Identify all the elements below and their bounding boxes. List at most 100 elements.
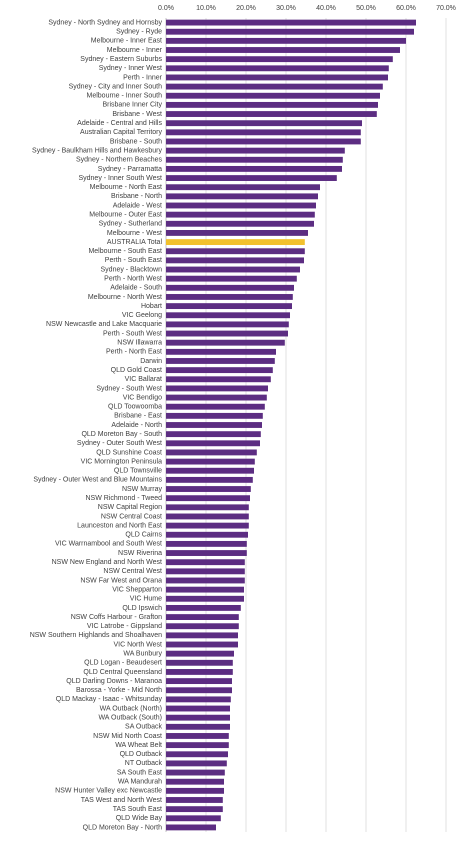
y-tick-label: Perth - South West <box>103 330 162 337</box>
y-tick-label: NSW Central Coast <box>101 513 162 520</box>
bar <box>166 412 263 419</box>
bar <box>166 815 221 822</box>
bar <box>166 220 314 227</box>
bar <box>166 257 304 264</box>
bar <box>166 751 228 758</box>
bar <box>166 806 223 813</box>
bar <box>166 175 337 181</box>
bar <box>166 202 316 209</box>
bar <box>166 403 265 410</box>
bar <box>166 165 342 172</box>
bar <box>166 385 268 392</box>
y-tick-label: VIC Geelong <box>122 312 162 319</box>
bar <box>166 303 292 310</box>
bar <box>166 650 234 657</box>
y-tick-label: Brisbane - North <box>111 193 162 200</box>
bar <box>166 723 230 730</box>
y-tick-label: TAS West and North West <box>81 797 162 804</box>
bar <box>166 431 261 438</box>
bar <box>166 312 290 319</box>
bar <box>166 193 318 200</box>
bar <box>166 458 255 465</box>
y-tick-label: Melbourne - Inner South <box>87 93 163 100</box>
y-tick-label: WA Bunbury <box>123 650 162 657</box>
bar <box>166 65 389 72</box>
y-tick-label: VIC North West <box>114 641 163 648</box>
y-tick-label: QLD Outback <box>120 751 163 758</box>
y-tick-label: Sydney - North Sydney and Hornsby <box>48 19 162 26</box>
bar <box>166 230 308 236</box>
y-tick-label: NSW Hunter Valley exc Newcastle <box>55 788 162 795</box>
y-tick-label: QLD Toowoomba <box>108 404 162 411</box>
bar <box>166 705 230 712</box>
bar <box>166 28 414 35</box>
bar <box>166 797 223 803</box>
y-tick-label: Melbourne - North West <box>88 294 162 301</box>
y-tick-label: SA Outback <box>125 724 162 731</box>
bar <box>166 778 224 785</box>
y-tick-label: VIC Ballarat <box>125 376 162 383</box>
y-tick-label: Melbourne - Inner <box>107 47 163 54</box>
y-tick-label: NT Outback <box>125 760 163 767</box>
bar <box>166 339 285 346</box>
bar <box>166 669 233 675</box>
bar <box>166 696 231 703</box>
bar <box>166 623 239 630</box>
y-tick-label: Sydney - Ryde <box>116 29 162 36</box>
y-tick-label: NSW Riverina <box>118 550 162 557</box>
bar <box>166 742 229 749</box>
x-tick-label: 0.0% <box>158 5 174 12</box>
y-tick-label: WA Mandurah <box>118 779 162 786</box>
bar <box>166 486 251 492</box>
y-tick-label: NSW New England and North West <box>52 559 162 566</box>
bar <box>166 568 245 575</box>
x-tick-label: 10.0% <box>196 5 216 12</box>
bar <box>166 641 238 648</box>
x-tick-label: 40.0% <box>316 5 336 12</box>
y-tick-label: QLD Logan - Beaudesert <box>84 660 162 667</box>
y-tick-label: Perth - North West <box>104 276 162 283</box>
y-tick-label: Launceston and North East <box>77 522 162 529</box>
y-tick-label: NSW Far West and Orana <box>80 577 162 584</box>
bar <box>166 467 254 474</box>
bar <box>166 714 230 721</box>
y-tick-label: Perth - North East <box>106 349 162 356</box>
bar <box>166 440 260 447</box>
y-tick-label: QLD Ipswich <box>122 605 162 612</box>
y-tick-label: Brisbane - South <box>110 138 162 145</box>
bar <box>166 275 297 282</box>
bar <box>166 367 273 374</box>
bar <box>166 138 361 145</box>
bar <box>166 239 305 246</box>
y-tick-label: WA Outback (North) <box>100 705 162 712</box>
bar <box>166 92 380 99</box>
bar <box>166 294 293 300</box>
y-tick-label: Barossa - Yorke - Mid North <box>76 687 162 694</box>
bar <box>166 531 248 538</box>
bar <box>166 687 232 694</box>
y-tick-label: Perth - South East <box>105 257 162 264</box>
bar <box>166 614 239 620</box>
bar <box>166 476 253 483</box>
y-tick-label: QLD Central Queensland <box>83 669 162 676</box>
bar <box>166 120 362 127</box>
bar <box>166 824 216 831</box>
y-tick-label: WA Outback (South) <box>98 715 162 722</box>
y-tick-label: Australian Capital Territory <box>80 129 162 136</box>
y-tick-label: NSW Capital Region <box>98 504 162 511</box>
bar <box>166 321 289 328</box>
y-tick-label: Sydney - Outer South West <box>77 440 162 447</box>
y-tick-label: QLD Wide Bay <box>116 815 163 822</box>
bar <box>166 211 315 218</box>
bar <box>166 577 245 584</box>
x-tick-label: 30.0% <box>276 5 296 12</box>
bar <box>166 56 393 63</box>
bar <box>166 422 262 428</box>
bar <box>166 394 267 401</box>
bar <box>166 733 229 739</box>
y-tick-label: QLD Sunshine Coast <box>96 449 162 456</box>
y-tick-label: QLD Cairns <box>125 532 162 539</box>
x-tick-label: 70.0% <box>436 5 456 12</box>
bar <box>166 129 361 136</box>
